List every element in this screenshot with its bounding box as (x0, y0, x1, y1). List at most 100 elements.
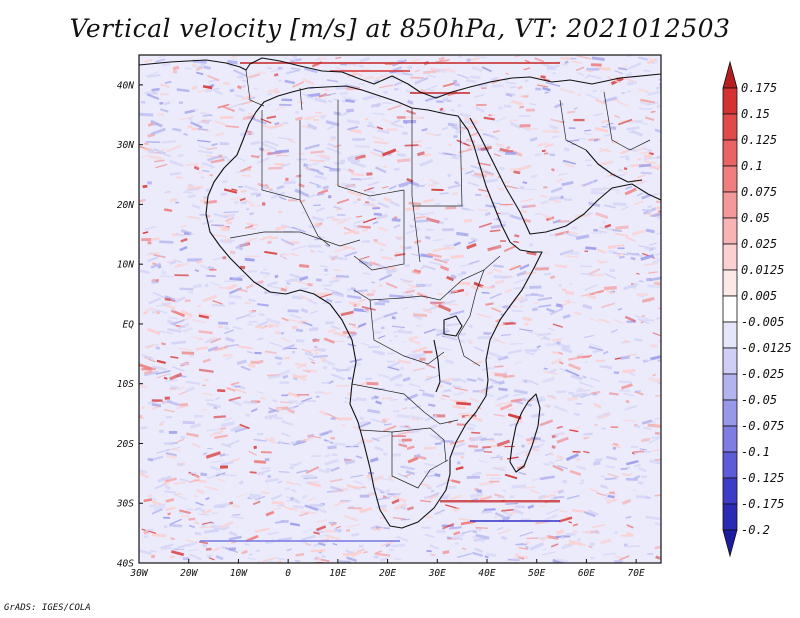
field-patch-up (397, 431, 410, 436)
field-patch-down (219, 142, 230, 146)
field-patch-down (145, 528, 154, 532)
field-patch-down (538, 304, 552, 308)
field-patch-up (594, 126, 609, 133)
field-patch-up (267, 89, 280, 93)
field-patch-down (400, 278, 412, 284)
field-patch-down (456, 231, 469, 237)
field-patch-down (424, 95, 439, 102)
field-patch-up (559, 510, 568, 513)
field-patch-down (361, 240, 371, 243)
field-patch-down (352, 160, 357, 164)
field-patch-down (211, 224, 224, 226)
field-patch-up (260, 491, 270, 495)
field-patch-up (636, 174, 646, 179)
field-patch-up (408, 338, 421, 345)
field-patch-down (179, 478, 190, 483)
field-patch-down (625, 516, 632, 519)
field-patch-up (321, 392, 332, 395)
field-patch-up (494, 279, 505, 285)
vertical-velocity-field (139, 55, 661, 563)
field-patch-down (619, 389, 630, 392)
field-patch-down (536, 345, 541, 349)
field-patch-down (462, 208, 475, 212)
field-patch-up (280, 253, 290, 256)
field-patch-up (439, 397, 447, 401)
field-patch-down (248, 315, 256, 318)
field-patch-down (311, 455, 322, 457)
field-patch-up (312, 114, 327, 118)
field-patch-up (292, 81, 305, 88)
field-patch-down (291, 226, 307, 233)
field-patch-up (188, 517, 196, 521)
field-patch-down (425, 147, 433, 150)
field-patch-up (374, 550, 382, 555)
field-patch-up (655, 204, 661, 210)
field-patch-down (247, 269, 258, 273)
field-patch-down (548, 196, 562, 202)
field-patch-up (513, 170, 521, 175)
field-patch-down (647, 205, 653, 209)
field-patch-down (497, 526, 504, 531)
field-patch-up (517, 85, 523, 90)
colorbar: 0.1750.150.1250.10.0750.050.0250.01250.0… (722, 60, 792, 558)
field-patch-down (535, 266, 551, 269)
field-patch-down (428, 403, 436, 407)
field-patch-down (315, 278, 322, 282)
field-patch-up (568, 356, 583, 361)
field-patch-up (274, 91, 280, 94)
field-patch-down (373, 395, 378, 399)
field-patch-up (552, 351, 559, 355)
field-patch-down (374, 486, 384, 493)
field-patch-down (593, 457, 603, 464)
field-patch-up (387, 475, 393, 480)
field-patch-down (632, 489, 637, 492)
field-patch-up (273, 73, 279, 77)
field-patch-down (290, 496, 295, 501)
field-patch-down (582, 180, 594, 187)
field-patch-up (648, 376, 659, 383)
field-patch-down (457, 461, 461, 465)
field-patch-down (489, 378, 501, 385)
field-patch-down (149, 503, 157, 508)
field-patch-down (300, 320, 313, 327)
field-patch-up (223, 188, 238, 194)
field-patch-down (220, 460, 234, 466)
field-patch-down (234, 156, 246, 162)
field-patch-up (405, 289, 416, 294)
field-patch-up (659, 468, 661, 473)
field-patch-down (557, 465, 568, 470)
field-patch-down (530, 436, 541, 441)
field-patch-up (443, 377, 454, 382)
field-patch-up (470, 57, 480, 62)
field-patch-down (494, 512, 510, 521)
field-patch-up (406, 506, 414, 511)
field-patch-down (234, 201, 239, 204)
field-patch-up (373, 527, 384, 532)
field-patch-down (353, 308, 369, 313)
field-patch-up (310, 361, 316, 365)
field-patch-down (350, 178, 361, 181)
field-patch-up (187, 124, 193, 129)
field-patch-up (381, 255, 394, 261)
field-patch-down (584, 283, 598, 291)
field-patch-up (495, 142, 504, 148)
field-patch-down (152, 291, 167, 300)
field-patch-down (338, 560, 351, 563)
field-patch-up (191, 85, 198, 91)
field-patch-down (493, 515, 498, 519)
field-patch-up (558, 516, 573, 523)
field-patch-down (279, 381, 290, 384)
field-patch-down (240, 131, 255, 136)
field-patch-down (367, 196, 376, 202)
field-patch-down (184, 109, 196, 115)
field-patch-up (484, 194, 492, 199)
field-patch-down (365, 189, 376, 195)
field-patch-down (389, 294, 405, 299)
field-patch-down (154, 505, 167, 512)
field-patch-down (179, 287, 194, 291)
field-patch-down (371, 186, 376, 189)
field-patch-down (347, 343, 357, 347)
field-patch-down (210, 525, 221, 528)
field-patch-down (204, 122, 209, 125)
y-tick-label: 30S (116, 499, 134, 510)
